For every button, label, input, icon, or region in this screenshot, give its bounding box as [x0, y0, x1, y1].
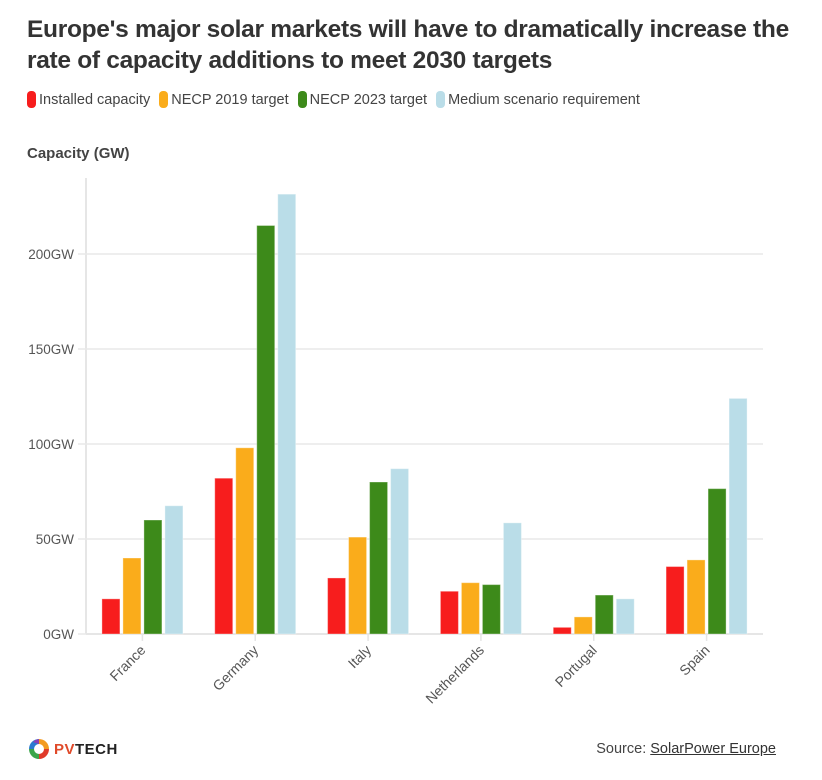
legend-label: Installed capacity	[39, 91, 151, 108]
bar-germany-1[interactable]	[235, 447, 255, 635]
legend: Installed capacity NECP 2019 target NECP…	[27, 91, 649, 108]
bar-portugal-0[interactable]	[552, 626, 572, 635]
x-tick-label: Spain	[676, 642, 713, 679]
bar-netherlands-1[interactable]	[460, 582, 480, 635]
legend-label: NECP 2023 target	[309, 91, 428, 108]
logo-pv: PV	[54, 740, 76, 758]
y-tick-label: 200GW	[28, 247, 74, 262]
source-note: Source: SolarPower Europe	[596, 741, 776, 757]
bar-france-0[interactable]	[101, 598, 121, 635]
y-tick-label: 0GW	[43, 627, 74, 642]
bar-germany-3[interactable]	[277, 193, 297, 635]
legend-swatch	[159, 91, 169, 108]
logo-tech: TECH	[75, 740, 118, 758]
x-axis-labels: France Germany Italy Netherlands Portugal Spa…	[106, 642, 712, 707]
bar-france-1[interactable]	[122, 557, 142, 635]
logo-ring-icon	[29, 739, 49, 759]
source-link[interactable]: SolarPower Europe	[650, 741, 776, 757]
x-tick-label: France	[106, 642, 148, 684]
x-tick-label: Italy	[345, 642, 374, 671]
logo-text: PVTECH	[54, 741, 118, 758]
legend-swatch	[297, 91, 307, 108]
bar-spain-1[interactable]	[686, 559, 706, 635]
bar-italy-0[interactable]	[327, 577, 347, 635]
x-tick-label: Germany	[209, 642, 261, 694]
bar-germany-2[interactable]	[256, 225, 276, 635]
legend-label: Medium scenario requirement	[448, 91, 640, 108]
bar-spain-3[interactable]	[728, 397, 748, 635]
bars	[101, 193, 748, 635]
y-tick-label: 100GW	[28, 437, 74, 452]
bar-italy-3[interactable]	[390, 468, 410, 635]
bar-italy-2[interactable]	[369, 481, 389, 635]
legend-label: NECP 2019 target	[171, 91, 289, 108]
bar-portugal-1[interactable]	[573, 616, 593, 635]
y-axis-labels: 0GW 50GW 100GW 150GW 200GW	[28, 247, 74, 642]
legend-swatch	[436, 91, 446, 108]
bar-spain-2[interactable]	[707, 488, 727, 635]
chart-title: Europe's major solar markets will have t…	[27, 16, 789, 74]
y-axis-title: Capacity (GW)	[27, 145, 130, 162]
x-tick-label: Netherlands	[422, 642, 487, 707]
y-tick-label: 150GW	[28, 342, 74, 357]
gridlines	[78, 178, 763, 641]
bar-netherlands-0[interactable]	[439, 590, 459, 635]
bar-portugal-3[interactable]	[615, 598, 635, 635]
legend-swatch	[27, 91, 36, 108]
pv-tech-logo[interactable]: PVTECH	[27, 737, 118, 761]
legend-item-medium-scenario[interactable]: Medium scenario requirement	[436, 91, 640, 108]
bar-italy-1[interactable]	[348, 536, 368, 635]
bar-netherlands-3[interactable]	[502, 522, 522, 635]
bar-france-2[interactable]	[143, 519, 163, 635]
x-tick-label: Portugal	[552, 642, 600, 690]
legend-item-installed[interactable]: Installed capacity	[27, 91, 150, 108]
bar-france-3[interactable]	[164, 505, 184, 635]
source-prefix: Source:	[596, 741, 651, 757]
bar-spain-0[interactable]	[665, 566, 685, 635]
bar-netherlands-2[interactable]	[481, 584, 501, 635]
bar-germany-0[interactable]	[214, 477, 234, 635]
y-tick-label: 50GW	[36, 532, 75, 547]
bar-portugal-2[interactable]	[594, 594, 614, 635]
legend-item-necp-2023[interactable]: NECP 2023 target	[297, 91, 428, 108]
legend-item-necp-2019[interactable]: NECP 2019 target	[159, 91, 289, 108]
